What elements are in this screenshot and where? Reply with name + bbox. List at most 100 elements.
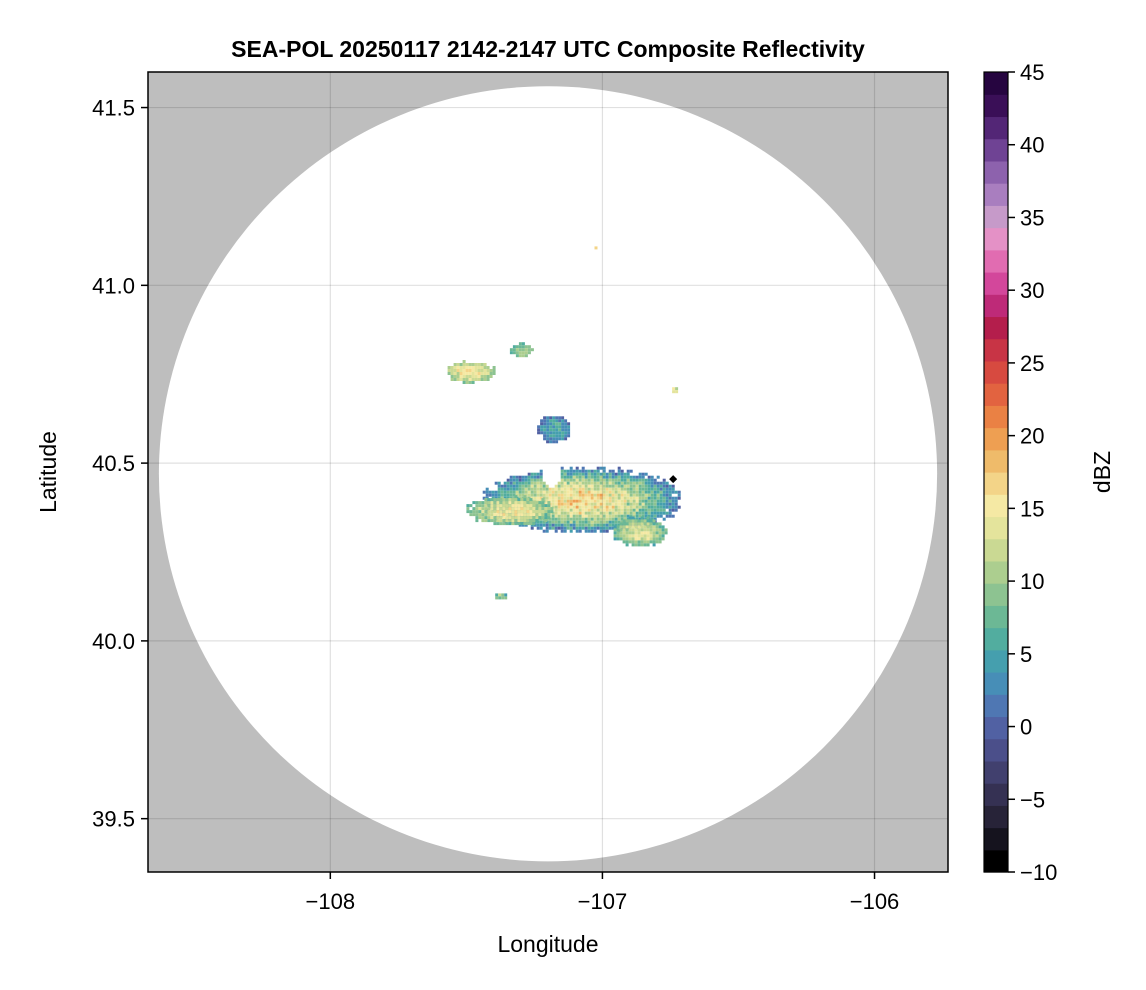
- echo-cell: [569, 508, 573, 512]
- echo-cell: [472, 507, 476, 511]
- echo-cell: [649, 540, 653, 544]
- echo-cell: [658, 522, 662, 526]
- echo-cell: [497, 481, 501, 485]
- echo-cell: [584, 499, 588, 503]
- echo-region-north-cell: [537, 416, 571, 444]
- echo-cell: [518, 354, 522, 358]
- echo-cell: [563, 481, 567, 485]
- echo-cell: [465, 372, 469, 375]
- echo-cell: [608, 469, 612, 473]
- echo-cell: [620, 484, 624, 488]
- echo-cell: [596, 502, 600, 506]
- echo-cell: [593, 478, 597, 482]
- echo-cell: [569, 496, 573, 500]
- echo-cell: [483, 363, 487, 366]
- echo-cell: [511, 504, 515, 508]
- echo-cell: [456, 366, 460, 369]
- echo-cell: [567, 431, 571, 435]
- echo-cell: [635, 499, 639, 503]
- echo-cell: [611, 475, 615, 479]
- colorbar-segment: [984, 605, 1008, 629]
- echo-cell: [572, 502, 576, 506]
- echo-region-northeast-speck: [672, 387, 679, 394]
- echo-cell: [536, 526, 540, 530]
- echo-cell: [560, 493, 564, 497]
- echo-cell: [468, 372, 472, 375]
- echo-cell: [555, 434, 559, 438]
- echo-cell: [599, 505, 603, 509]
- echo-cell: [572, 526, 576, 530]
- echo-cell: [518, 523, 522, 527]
- echo-cell: [677, 505, 681, 509]
- echo-cell: [481, 519, 485, 523]
- echo-cell: [545, 493, 549, 497]
- echo-cell: [625, 528, 629, 532]
- echo-cell: [471, 372, 475, 375]
- echo-cell: [668, 511, 672, 515]
- echo-cell: [605, 520, 609, 524]
- echo-cell: [551, 526, 555, 530]
- echo-cell: [480, 366, 484, 369]
- y-axis-label: Latitude: [35, 431, 61, 513]
- echo-region-north-speckles: [509, 342, 534, 358]
- echo-cell: [622, 519, 626, 523]
- echo-cell: [523, 507, 527, 511]
- echo-cell: [547, 516, 551, 520]
- echo-cell: [626, 514, 630, 518]
- echo-cell: [548, 487, 552, 491]
- echo-cell: [593, 484, 597, 488]
- echo-cell: [578, 484, 582, 488]
- echo-cell: [490, 504, 494, 508]
- echo-cell: [596, 514, 600, 518]
- echo-cell: [566, 517, 570, 521]
- echo-cell: [622, 540, 626, 544]
- echo-cell: [608, 499, 612, 503]
- echo-cell: [581, 523, 585, 527]
- echo-cell: [599, 511, 603, 515]
- echo-cell: [611, 514, 615, 518]
- echo-cell: [572, 505, 576, 509]
- echo-cell: [584, 529, 588, 533]
- echo-cell: [540, 428, 544, 432]
- echo-cell: [468, 366, 472, 369]
- echo-cell: [590, 478, 594, 482]
- echo-cell: [472, 510, 476, 514]
- echo-cell: [541, 507, 545, 511]
- echo-cell: [629, 490, 633, 494]
- echo-cell: [605, 499, 609, 503]
- echo-cell: [671, 484, 675, 488]
- echo-cell: [552, 428, 556, 432]
- echo-cell: [620, 490, 624, 494]
- echo-cell: [569, 487, 573, 491]
- echo-cell: [637, 537, 641, 541]
- radar-range-ring: [158, 86, 938, 862]
- echo-cell: [557, 493, 561, 497]
- echo-cell: [653, 493, 657, 497]
- echo-cell: [526, 516, 530, 520]
- echo-cell: [655, 537, 659, 541]
- echo-cell: [656, 505, 660, 509]
- echo-cell: [631, 540, 635, 544]
- echo-cell: [608, 481, 612, 485]
- echo-cell: [545, 484, 549, 488]
- echo-cell: [605, 511, 609, 515]
- echo-cell: [626, 508, 630, 512]
- echo-cell: [617, 493, 621, 497]
- echo-cell: [509, 493, 513, 497]
- echo-cell: [581, 484, 585, 488]
- echo-cell: [536, 472, 540, 476]
- echo-cell: [495, 593, 499, 597]
- echo-cell: [477, 366, 481, 369]
- echo-cell: [605, 478, 609, 482]
- echo-cell: [566, 484, 570, 488]
- echo-cell: [652, 537, 656, 541]
- echo-cell: [617, 496, 621, 500]
- colorbar-label: dBZ: [1089, 451, 1115, 493]
- echo-cell: [494, 490, 498, 494]
- echo-cell: [629, 508, 633, 512]
- echo-cell: [499, 507, 503, 511]
- echo-cell: [569, 499, 573, 503]
- echo-cell: [605, 472, 609, 476]
- echo-cell: [650, 502, 654, 506]
- echo-cell: [631, 516, 635, 520]
